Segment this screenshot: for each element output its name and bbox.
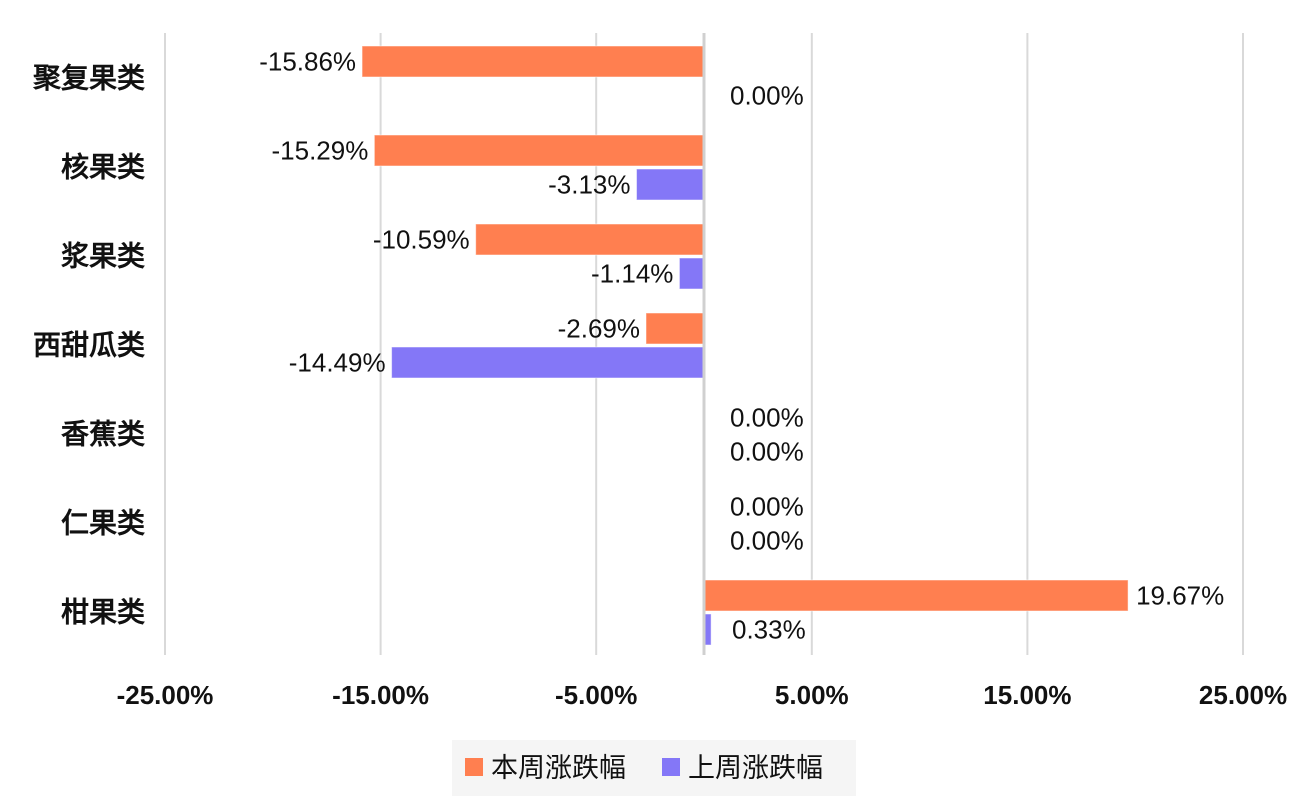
legend-frame (452, 740, 856, 796)
legend-swatch-this-week (465, 758, 483, 776)
bar (678, 257, 705, 290)
legend-label-last-week: 上周涨跌幅 (688, 753, 823, 784)
bar (645, 312, 705, 345)
bar (391, 346, 705, 379)
data-label: -3.13% (548, 170, 630, 200)
bar (373, 134, 705, 167)
x-tick-label: -5.00% (555, 680, 637, 710)
data-label: 0.00% (730, 437, 804, 467)
data-label: 0.00% (730, 81, 804, 111)
data-labels: -15.86% 0.00% -15.29% -3.13% -10.59% -1.14% -2… (259, 47, 1224, 645)
category-label: 核果类 (61, 151, 145, 184)
legend: 本周涨跌幅 上周涨跌幅 (452, 740, 856, 796)
data-label: -14.49% (289, 348, 386, 378)
category-label: 香蕉类 (61, 418, 145, 451)
data-label: -15.29% (272, 136, 369, 166)
category-label: 聚复果类 (32, 62, 145, 95)
category-label: 浆果类 (61, 240, 145, 273)
x-tick-labels: -25.00% -15.00% -5.00% 5.00% 15.00% 25.00% (117, 680, 1288, 710)
x-tick-label: 25.00% (1199, 680, 1287, 710)
category-label: 仁果类 (61, 507, 145, 540)
category-label: 西甜瓜类 (33, 329, 145, 362)
data-label: -15.86% (259, 47, 356, 77)
data-label: -10.59% (373, 225, 470, 255)
bar (636, 168, 705, 201)
legend-label-this-week: 本周涨跌幅 (491, 753, 626, 784)
x-tick-label: -25.00% (117, 680, 214, 710)
data-label: 19.67% (1136, 581, 1224, 611)
bar (475, 223, 705, 256)
data-label: -1.14% (591, 259, 673, 289)
data-label: 0.00% (730, 526, 804, 556)
category-label: 柑果类 (61, 596, 145, 629)
data-label: 0.00% (730, 403, 804, 433)
legend-swatch-last-week (662, 758, 680, 776)
x-tick-label: 5.00% (775, 680, 849, 710)
x-tick-label: -15.00% (332, 680, 429, 710)
bar (361, 45, 705, 78)
data-label: 0.33% (732, 615, 806, 645)
data-label: -2.69% (558, 314, 640, 344)
bars (361, 45, 1129, 646)
x-tick-label: 15.00% (983, 680, 1071, 710)
bar (703, 579, 1129, 612)
data-label: 0.00% (730, 492, 804, 522)
